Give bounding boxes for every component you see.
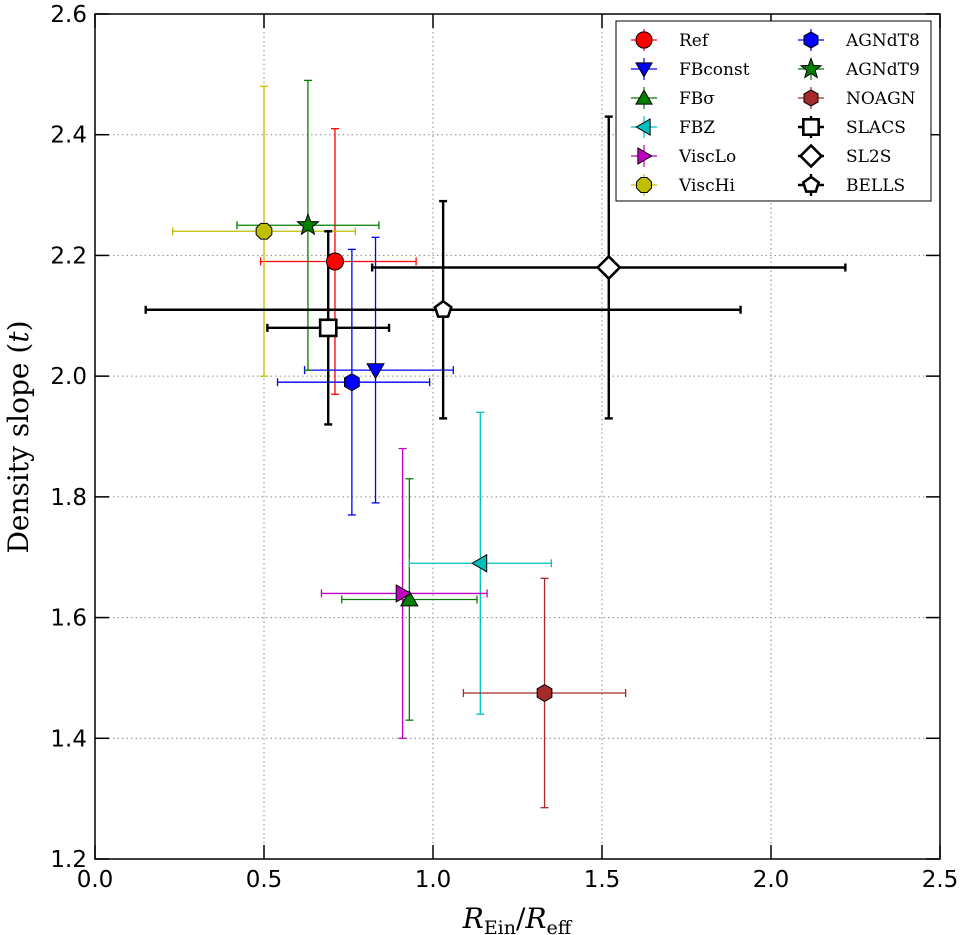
y-tick-label: 2.6 (50, 2, 87, 28)
x-tick-label: 1.0 (415, 867, 452, 893)
data-markers (255, 212, 622, 703)
legend-marker-sl2s (798, 143, 824, 169)
y-tick-label: 2.4 (50, 123, 87, 149)
point-slacs (318, 318, 338, 338)
point-sl2s (595, 254, 622, 281)
legend-label-slacs: SLACS (846, 118, 906, 138)
legend-label-agndt9: AGNdT9 (845, 60, 920, 80)
legend-marker-visclo (637, 147, 653, 165)
legend-marker-bells (801, 175, 821, 193)
legend-marker-agndt8 (803, 31, 819, 49)
x-tick-label: 0.5 (246, 867, 283, 893)
tick-labels: 0.0 0.5 1.0 1.5 2.0 2.5 1.2 1.4 1.6 1.8 2.0 2.2 2.4 2… (50, 2, 958, 893)
x-tick-label: 2.5 (922, 867, 959, 893)
point-fbconst (366, 363, 385, 380)
x-tick-label: 0.0 (77, 867, 114, 893)
point-agndt9 (296, 212, 320, 236)
legend-label-fbz: FBZ (679, 118, 715, 138)
y-tick-label: 2.2 (50, 243, 87, 269)
y-tick-label: 1.8 (50, 485, 87, 511)
legend-marker-fbconst (635, 62, 653, 78)
point-fbz (471, 553, 488, 573)
legend-label-agndt8: AGNdT8 (845, 31, 920, 51)
legend-label-fbconst: FBconst (679, 60, 750, 80)
point-bells (433, 299, 453, 318)
y-tick-label: 1.6 (50, 606, 87, 632)
y-tick-label: 1.4 (50, 726, 87, 752)
point-visclo (395, 584, 412, 603)
legend-label-fb: FBσ (679, 89, 715, 109)
x-tick-label: 1.5 (584, 867, 621, 893)
point-fb (400, 590, 419, 607)
legend-marker-fbz (635, 118, 651, 136)
legend-label-ref: Ref (679, 31, 710, 51)
y-tick-label: 1.2 (50, 847, 87, 873)
legend-marker-slacs (802, 118, 820, 136)
x-axis-title: REin/Reff (462, 902, 573, 935)
legend-label-bells: BELLS (846, 176, 905, 196)
y-axis-title: Density slope (t) (2, 320, 35, 553)
plot-frame (94, 13, 941, 860)
legend-marker-fb (635, 89, 653, 105)
point-ref (325, 252, 344, 271)
legend-label-vischi: ViscHi (678, 176, 735, 196)
point-noagn (536, 683, 553, 703)
legend-label-visclo: ViscLo (678, 147, 736, 167)
legend: Ref FBconst FBσ FBZ ViscLo ViscHi AGNdT8 AGNdT9… (615, 20, 932, 202)
legend-marker-agndt9 (799, 57, 823, 79)
point-agndt8 (344, 373, 360, 392)
y-tick-label: 2.0 (50, 364, 87, 390)
point-vischi (255, 222, 273, 240)
x-tick-label: 2.0 (753, 867, 790, 893)
legend-marker-vischi (636, 177, 652, 193)
legend-marker-ref (635, 31, 653, 49)
legend-label-noagn: NOAGN (846, 89, 916, 109)
legend-marker-noagn (803, 89, 819, 107)
legend-box (615, 20, 932, 202)
legend-label-sl2s: SL2S (846, 147, 891, 167)
